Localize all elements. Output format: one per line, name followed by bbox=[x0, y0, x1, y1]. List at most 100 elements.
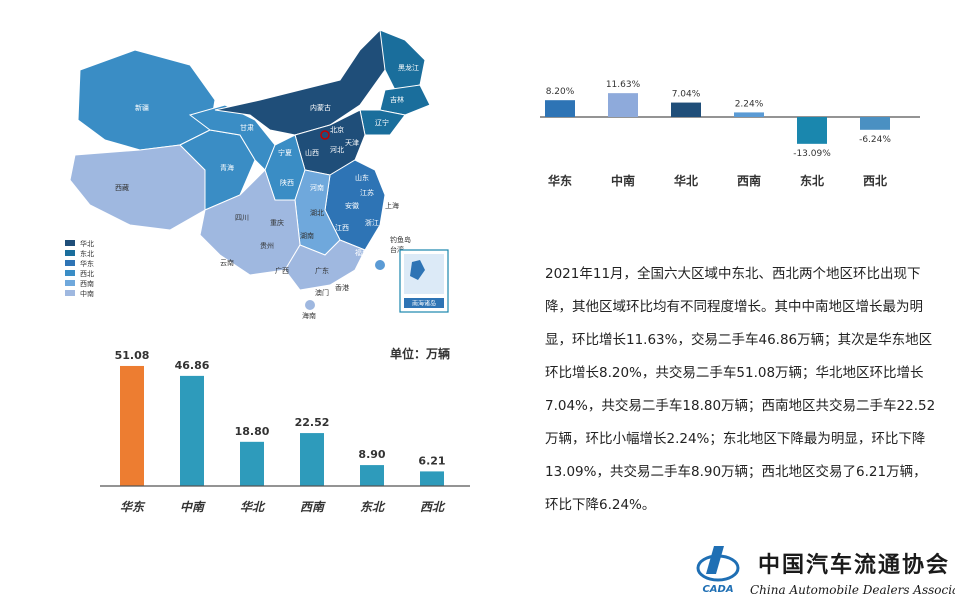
volume-category-label: 中南 bbox=[180, 500, 206, 514]
province-label: 北京 bbox=[330, 125, 344, 134]
map-region-jilin bbox=[379, 84, 431, 116]
volume-category-label: 西南 bbox=[300, 500, 326, 514]
province-label: 新疆 bbox=[135, 103, 149, 112]
volume-category-label: 西北 bbox=[420, 500, 446, 514]
province-label: 四川 bbox=[235, 214, 249, 222]
volume-unit-label: 单位：万辆 bbox=[390, 346, 450, 361]
province-label: 香港 bbox=[335, 283, 349, 292]
province-label: 云南 bbox=[220, 258, 234, 267]
logo-abbr: CADA bbox=[702, 584, 733, 595]
map-region-tibet bbox=[69, 144, 206, 231]
province-label: 青海 bbox=[220, 163, 234, 172]
map-region-hainan bbox=[305, 300, 315, 310]
growth-data-label: -6.24% bbox=[859, 135, 891, 145]
province-label: 上海 bbox=[385, 201, 399, 210]
growth-bar bbox=[734, 112, 764, 117]
map-marker-beijing bbox=[320, 130, 330, 140]
province-label: 河南 bbox=[310, 183, 324, 192]
growth-bar bbox=[671, 102, 701, 117]
province-label: 浙江 bbox=[365, 218, 379, 227]
south-china-sea-inset: 南海诸岛 bbox=[399, 249, 449, 313]
province-label: 安徽 bbox=[345, 201, 359, 210]
growth-data-label: -13.09% bbox=[793, 149, 831, 159]
province-label: 台湾 bbox=[390, 245, 404, 254]
volume-data-label: 18.80 bbox=[235, 425, 270, 438]
volume-category-label: 华东 bbox=[120, 500, 146, 514]
growth-data-label: 8.20% bbox=[546, 87, 575, 97]
map-region-xinjiang bbox=[77, 49, 216, 151]
volume-chart: 单位：万辆 51.08 华东 46.86 中南 18.80 华北 22.52 西南 8.90 东北 6… bbox=[100, 346, 470, 514]
volume-bar bbox=[120, 365, 144, 486]
volume-category-label: 华北 bbox=[240, 500, 266, 514]
growth-data-label: 11.63% bbox=[606, 80, 641, 90]
province-label: 澳门 bbox=[315, 288, 329, 297]
legend-swatch bbox=[65, 270, 75, 276]
legend-swatch bbox=[65, 290, 75, 296]
volume-data-label: 22.52 bbox=[295, 416, 330, 429]
province-label: 广西 bbox=[275, 266, 289, 275]
inset-label: 南海诸岛 bbox=[412, 300, 436, 308]
map-region-heilongjiang bbox=[379, 29, 426, 91]
growth-category-label: 中南 bbox=[611, 173, 635, 188]
province-label: 山东 bbox=[355, 173, 369, 182]
growth-category-label: 西南 bbox=[737, 173, 761, 188]
legend-label: 西北 bbox=[80, 270, 94, 278]
province-label: 山西 bbox=[305, 148, 319, 157]
province-label: 湖北 bbox=[310, 208, 324, 217]
growth-category-label: 东北 bbox=[800, 173, 824, 188]
province-label: 吉林 bbox=[390, 95, 404, 104]
province-label: 黑龙江 bbox=[398, 63, 419, 72]
province-label: 辽宁 bbox=[375, 118, 389, 127]
province-label: 内蒙古 bbox=[310, 103, 331, 112]
volume-data-label: 6.21 bbox=[418, 454, 445, 467]
province-label: 陕西 bbox=[280, 178, 294, 187]
province-label: 宁夏 bbox=[278, 148, 292, 157]
province-label: 西藏 bbox=[115, 183, 129, 192]
province-label: 贵州 bbox=[260, 241, 274, 250]
legend-swatch bbox=[65, 240, 75, 246]
volume-data-label: 8.90 bbox=[358, 448, 385, 461]
growth-rate-chart: 8.20% 华东 11.63% 中南 7.04% 华北 2.24% 西南 -13.09% 东北 -6… bbox=[540, 80, 920, 188]
province-label: 重庆 bbox=[270, 218, 284, 227]
province-label: 天津 bbox=[345, 139, 359, 147]
legend-label: 华北 bbox=[80, 239, 94, 248]
logo-english-name: China Automobile Dealers Association bbox=[750, 583, 955, 597]
volume-data-label: 46.86 bbox=[175, 359, 210, 372]
cada-logo: CADA 中国汽车流通协会 China Automobile Dealers A… bbox=[696, 546, 955, 597]
province-label: 福建 bbox=[355, 248, 369, 257]
summary-paragraph: 2021年11月，全国六大区域中东北、西北两个地区环比出现下降，其他区域环比均有… bbox=[545, 266, 936, 513]
volume-data-label: 51.08 bbox=[115, 349, 150, 362]
growth-bar bbox=[797, 117, 827, 144]
province-label: 江苏 bbox=[360, 188, 374, 197]
growth-category-label: 西北 bbox=[863, 173, 887, 188]
growth-bar bbox=[545, 100, 575, 117]
volume-bar bbox=[420, 471, 444, 486]
province-label: 江西 bbox=[335, 224, 349, 232]
province-label: 钓鱼岛 bbox=[390, 235, 411, 244]
volume-bar bbox=[300, 433, 324, 486]
legend-swatch bbox=[65, 260, 75, 266]
legend-label: 东北 bbox=[80, 249, 94, 258]
legend-label: 中南 bbox=[80, 289, 94, 298]
map-region-taiwan bbox=[375, 260, 385, 270]
legend-swatch bbox=[65, 250, 75, 256]
volume-category-label: 东北 bbox=[360, 500, 386, 514]
volume-bar bbox=[240, 441, 264, 486]
growth-data-label: 2.24% bbox=[735, 99, 764, 109]
legend-swatch bbox=[65, 280, 75, 286]
map-region-south-central bbox=[284, 239, 366, 291]
growth-bar bbox=[608, 93, 638, 117]
logo-chinese-name: 中国汽车流通协会 bbox=[758, 552, 950, 578]
volume-bar bbox=[360, 465, 384, 486]
province-label: 广东 bbox=[315, 266, 329, 275]
growth-category-label: 华北 bbox=[674, 173, 698, 188]
volume-bar bbox=[180, 375, 204, 486]
growth-bar bbox=[860, 117, 890, 130]
cada-emblem-icon: CADA bbox=[696, 546, 740, 595]
province-label: 湖南 bbox=[300, 231, 314, 240]
map-legend: 华北 东北 华东 西北 西南 中南 bbox=[65, 239, 94, 298]
china-region-map: 新疆 西藏 青海 甘肃 内蒙古 黑龙江 吉林 辽宁 北京 天津 河北 山西 陕西… bbox=[65, 29, 449, 320]
legend-label: 华东 bbox=[80, 259, 94, 268]
province-label: 甘肃 bbox=[240, 123, 254, 132]
province-label: 海南 bbox=[302, 311, 316, 320]
